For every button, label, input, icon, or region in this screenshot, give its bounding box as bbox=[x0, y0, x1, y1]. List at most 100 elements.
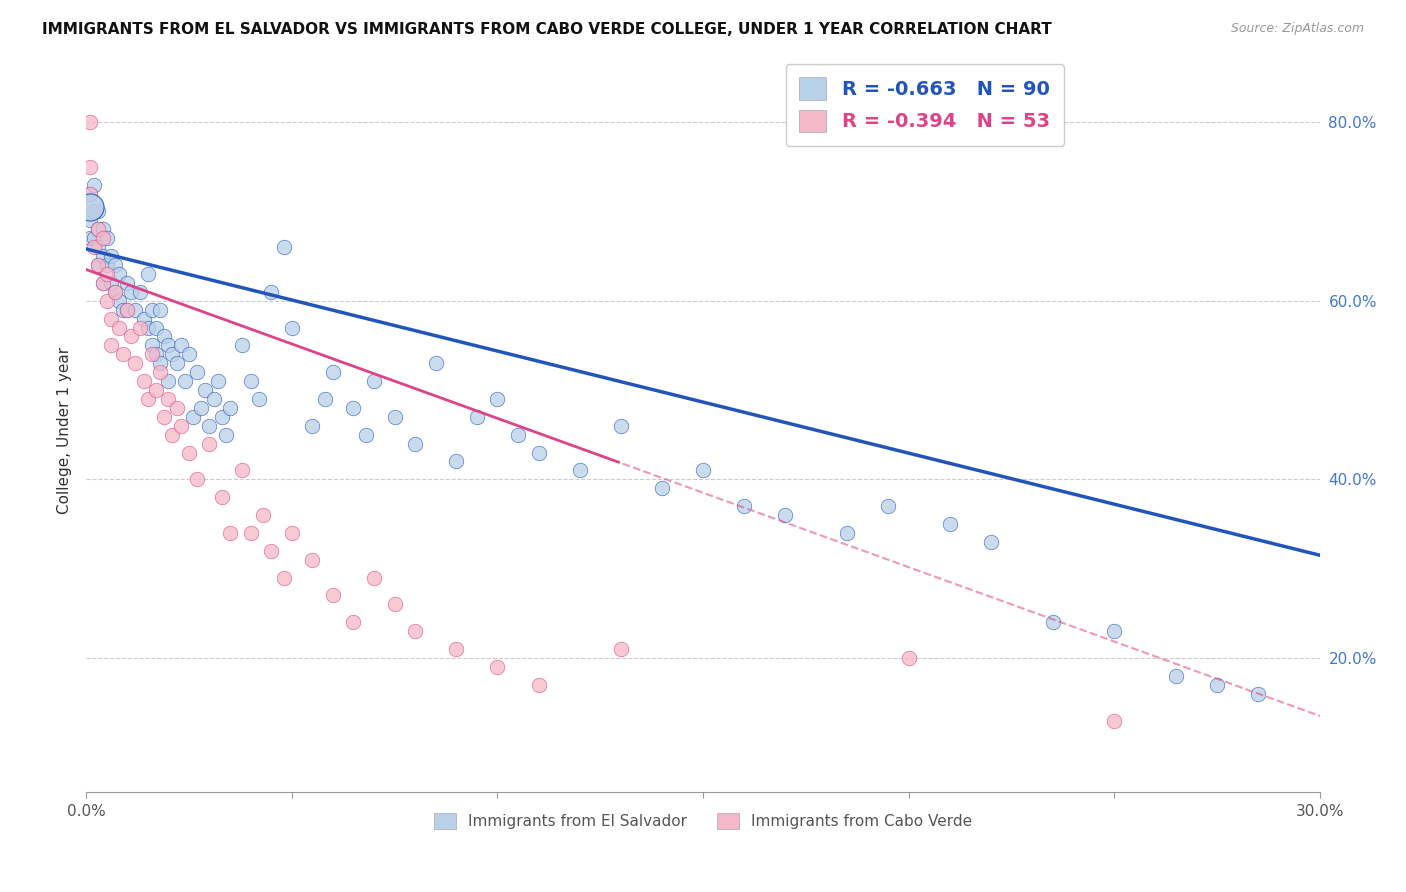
Point bbox=[132, 311, 155, 326]
Text: IMMIGRANTS FROM EL SALVADOR VS IMMIGRANTS FROM CABO VERDE COLLEGE, UNDER 1 YEAR : IMMIGRANTS FROM EL SALVADOR VS IMMIGRANT… bbox=[42, 22, 1052, 37]
Point bbox=[87, 240, 110, 254]
Point bbox=[202, 392, 225, 406]
Point bbox=[610, 642, 633, 657]
Point bbox=[100, 249, 122, 263]
Point bbox=[219, 525, 242, 540]
Point bbox=[141, 302, 163, 317]
Point bbox=[83, 204, 105, 219]
Point bbox=[939, 516, 962, 531]
Point bbox=[83, 231, 105, 245]
Point bbox=[79, 160, 101, 174]
Point bbox=[100, 276, 122, 290]
Point bbox=[181, 409, 204, 424]
Point bbox=[112, 347, 135, 361]
Point bbox=[354, 427, 377, 442]
Point bbox=[877, 499, 900, 513]
Point bbox=[149, 365, 172, 379]
Point bbox=[128, 285, 150, 299]
Point bbox=[170, 418, 193, 433]
Point bbox=[153, 409, 176, 424]
Point bbox=[87, 204, 110, 219]
Point bbox=[91, 231, 114, 245]
Point bbox=[301, 418, 323, 433]
Point bbox=[651, 481, 673, 495]
Point bbox=[79, 213, 101, 227]
Point bbox=[692, 463, 714, 477]
Point bbox=[446, 454, 468, 468]
Point bbox=[342, 615, 364, 630]
Point bbox=[96, 293, 118, 308]
Point bbox=[280, 320, 302, 334]
Point bbox=[980, 534, 1002, 549]
Point bbox=[79, 231, 101, 245]
Point bbox=[384, 598, 406, 612]
Point bbox=[91, 276, 114, 290]
Point bbox=[112, 302, 135, 317]
Point bbox=[100, 311, 122, 326]
Point bbox=[194, 383, 217, 397]
Point bbox=[83, 178, 105, 192]
Point bbox=[260, 285, 283, 299]
Point bbox=[610, 418, 633, 433]
Point bbox=[79, 115, 101, 129]
Point bbox=[166, 356, 188, 370]
Point bbox=[252, 508, 274, 522]
Point bbox=[568, 463, 591, 477]
Point bbox=[141, 338, 163, 352]
Point bbox=[166, 401, 188, 415]
Point bbox=[83, 204, 105, 219]
Point bbox=[115, 302, 138, 317]
Point bbox=[145, 320, 167, 334]
Text: Source: ZipAtlas.com: Source: ZipAtlas.com bbox=[1230, 22, 1364, 36]
Point bbox=[219, 401, 242, 415]
Point bbox=[108, 267, 131, 281]
Point bbox=[1104, 624, 1126, 639]
Point bbox=[186, 365, 208, 379]
Point bbox=[136, 392, 159, 406]
Point bbox=[404, 624, 426, 639]
Point bbox=[124, 302, 146, 317]
Point bbox=[506, 427, 529, 442]
Point bbox=[486, 660, 509, 674]
Point bbox=[260, 544, 283, 558]
Y-axis label: College, Under 1 year: College, Under 1 year bbox=[58, 347, 72, 514]
Point bbox=[91, 276, 114, 290]
Point bbox=[273, 240, 295, 254]
Point bbox=[173, 374, 195, 388]
Point bbox=[1206, 678, 1229, 692]
Point bbox=[141, 347, 163, 361]
Legend: Immigrants from El Salvador, Immigrants from Cabo Verde: Immigrants from El Salvador, Immigrants … bbox=[427, 806, 979, 835]
Point bbox=[1104, 714, 1126, 728]
Point bbox=[363, 571, 385, 585]
Point bbox=[100, 338, 122, 352]
Point bbox=[465, 409, 488, 424]
Point bbox=[162, 427, 184, 442]
Point bbox=[527, 678, 550, 692]
Point bbox=[149, 302, 172, 317]
Point bbox=[104, 258, 127, 272]
Point bbox=[87, 258, 110, 272]
Point bbox=[83, 240, 105, 254]
Point bbox=[186, 472, 208, 486]
Point bbox=[527, 445, 550, 459]
Point bbox=[733, 499, 755, 513]
Point bbox=[157, 338, 180, 352]
Point bbox=[384, 409, 406, 424]
Point bbox=[120, 285, 142, 299]
Point bbox=[96, 258, 118, 272]
Point bbox=[108, 293, 131, 308]
Point bbox=[104, 285, 127, 299]
Point bbox=[136, 267, 159, 281]
Point bbox=[239, 374, 262, 388]
Point bbox=[322, 365, 344, 379]
Point bbox=[91, 222, 114, 236]
Point bbox=[79, 186, 101, 201]
Point bbox=[87, 222, 110, 236]
Point bbox=[177, 347, 200, 361]
Point bbox=[1247, 687, 1270, 701]
Point bbox=[314, 392, 336, 406]
Point bbox=[79, 186, 101, 201]
Point bbox=[115, 302, 138, 317]
Point bbox=[239, 525, 262, 540]
Point bbox=[132, 374, 155, 388]
